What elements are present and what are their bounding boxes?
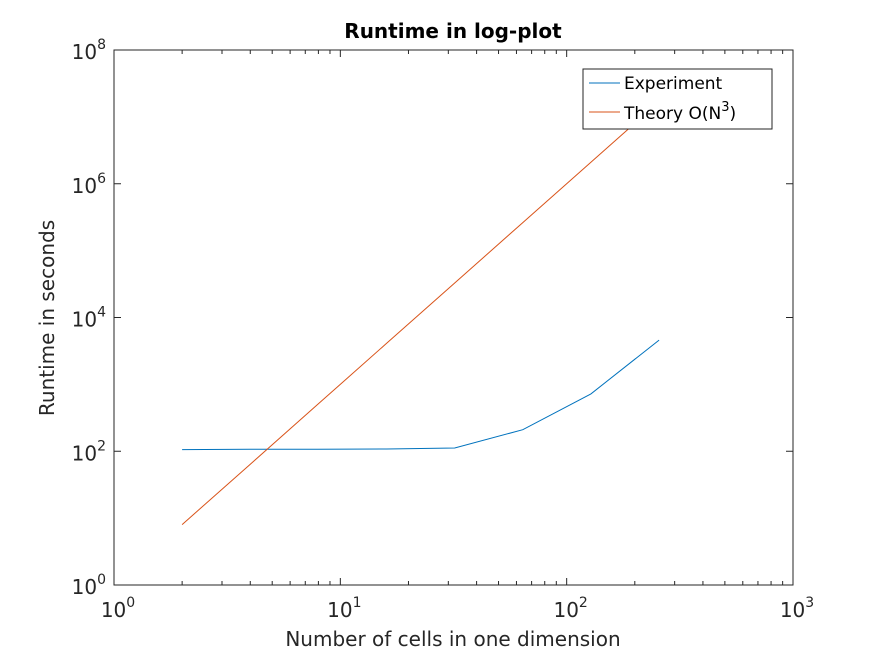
x-axis-label: Number of cells in one dimension — [285, 627, 620, 651]
legend-label-experiment: Experiment — [624, 74, 723, 94]
y-tick-label: 102 — [72, 438, 106, 465]
x-tick-label: 101 — [327, 595, 361, 622]
x-tick-label: 100 — [101, 595, 135, 622]
series-line-experiment — [182, 339, 660, 451]
chart-title: Runtime in log-plot — [344, 19, 562, 43]
axes-box — [113, 49, 794, 586]
series-layer — [181, 101, 660, 525]
y-tick-label: 108 — [72, 37, 106, 64]
legend-box — [582, 68, 773, 130]
y-tick-label: 106 — [72, 171, 106, 198]
y-tick-labels: 100 102 104 106 108 — [72, 37, 106, 599]
tick-layer — [113, 49, 793, 586]
x-tick-label: 103 — [780, 595, 814, 622]
legend-label-theory: Theory O(N3) — [623, 100, 736, 124]
legend: Experiment Theory O(N3) — [582, 68, 773, 130]
y-tick-label: 100 — [72, 572, 106, 599]
y-axis-label: Runtime in seconds — [35, 220, 59, 416]
x-tick-label: 102 — [553, 595, 587, 622]
x-tick-labels: 100 101 102 103 — [101, 595, 814, 622]
series-line-theory — [181, 101, 660, 525]
y-tick-label: 104 — [72, 305, 106, 332]
